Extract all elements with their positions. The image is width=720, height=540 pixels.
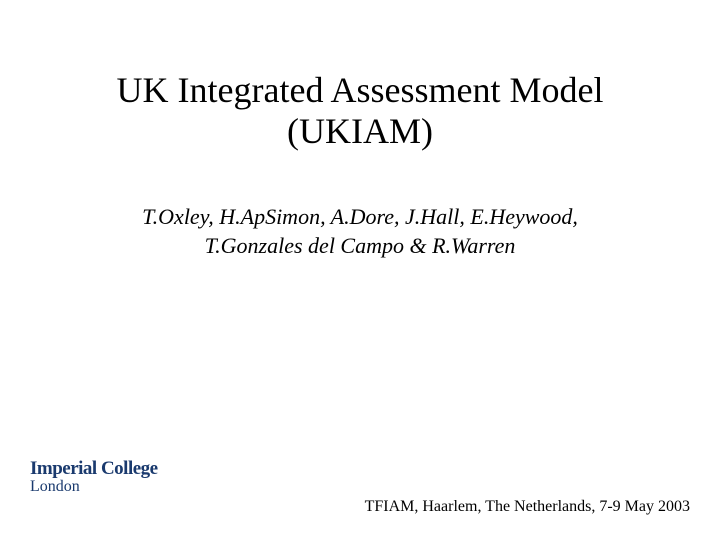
authors-block: T.Oxley, H.ApSimon, A.Dore, J.Hall, E.He… [0, 203, 720, 260]
title-line-2: (UKIAM) [0, 111, 720, 152]
title-line-1: UK Integrated Assessment Model [0, 70, 720, 111]
logo-text-line-2: London [30, 478, 158, 496]
authors-line-2: T.Gonzales del Campo & R.Warren [0, 232, 720, 261]
slide-title: UK Integrated Assessment Model (UKIAM) [0, 70, 720, 153]
institution-logo: Imperial College London [30, 459, 158, 496]
footer-text: TFIAM, Haarlem, The Netherlands, 7-9 May… [365, 498, 690, 516]
logo-text-line-1: Imperial College [30, 459, 158, 478]
slide-container: UK Integrated Assessment Model (UKIAM) T… [0, 0, 720, 540]
authors-line-1: T.Oxley, H.ApSimon, A.Dore, J.Hall, E.He… [0, 203, 720, 232]
